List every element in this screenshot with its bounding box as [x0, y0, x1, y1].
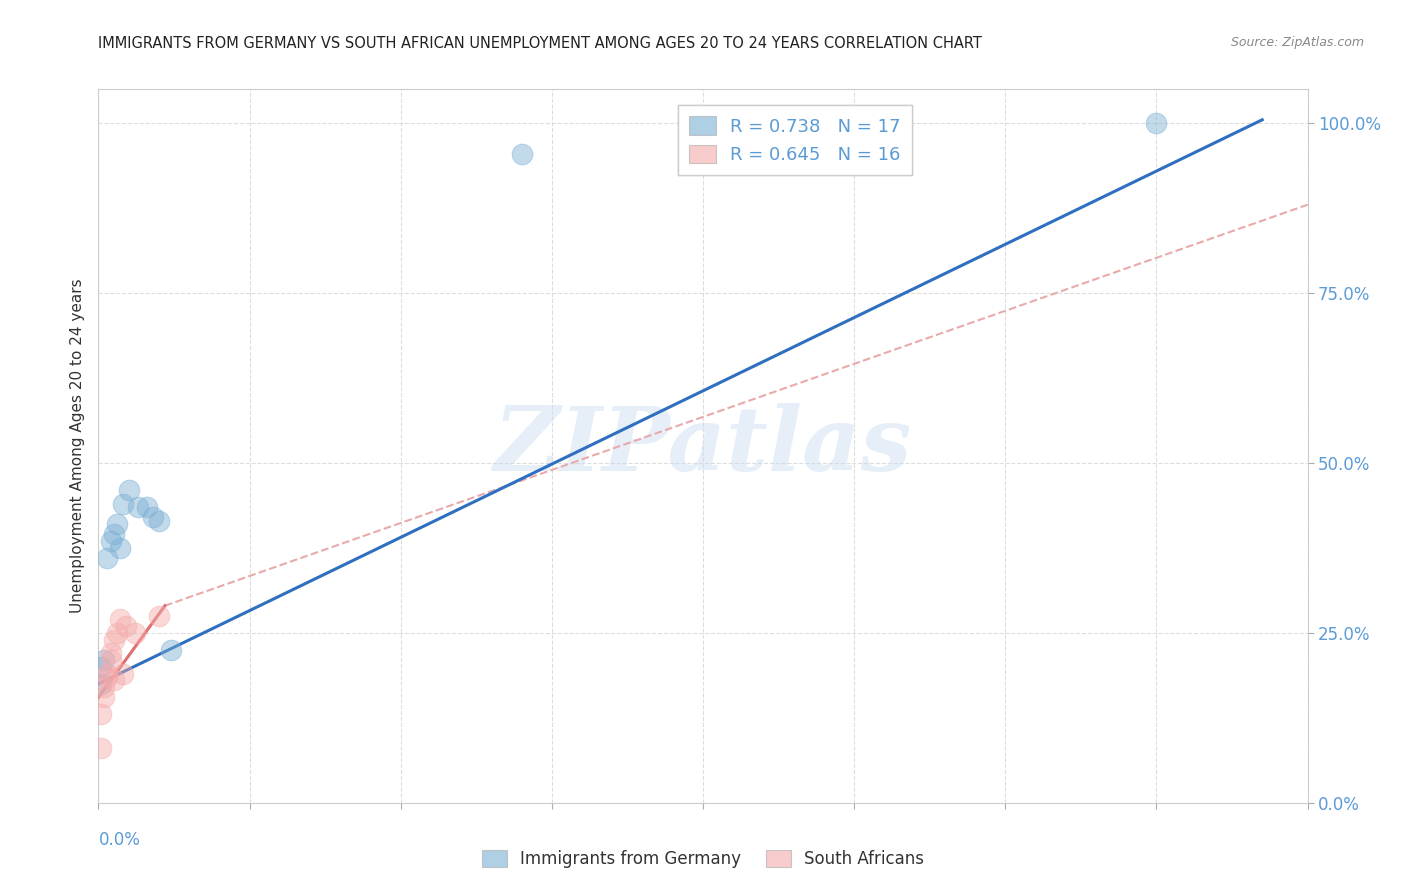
Point: [111, 666, 134, 681]
Text: ZIPatlas: ZIPatlas: [495, 403, 911, 489]
Point: [160, 643, 183, 657]
Point: [111, 497, 134, 511]
Point: [93, 653, 115, 667]
Point: [90, 741, 112, 756]
Point: [93, 690, 115, 705]
Point: [90, 660, 112, 674]
Point: [100, 534, 122, 549]
Point: [127, 500, 149, 515]
Point: [1144, 116, 1167, 130]
Point: [103, 673, 125, 688]
Text: Source: ZipAtlas.com: Source: ZipAtlas.com: [1230, 36, 1364, 49]
Point: [100, 646, 122, 660]
Point: [148, 514, 170, 528]
Point: [96, 551, 118, 566]
Point: [90, 677, 112, 691]
Legend: Immigrants from Germany, South Africans: Immigrants from Germany, South Africans: [475, 843, 931, 875]
Point: [100, 653, 122, 667]
Y-axis label: Unemployment Among Ages 20 to 24 years: Unemployment Among Ages 20 to 24 years: [69, 278, 84, 614]
Point: [510, 146, 533, 161]
Legend: R = 0.738   N = 17, R = 0.645   N = 16: R = 0.738 N = 17, R = 0.645 N = 16: [678, 105, 911, 175]
Point: [148, 608, 170, 623]
Point: [118, 483, 141, 498]
Point: [142, 510, 165, 524]
Point: [93, 680, 115, 694]
Text: 0.0%: 0.0%: [98, 831, 141, 849]
Point: [90, 707, 112, 722]
Text: IMMIGRANTS FROM GERMANY VS SOUTH AFRICAN UNEMPLOYMENT AMONG AGES 20 TO 24 YEARS : IMMIGRANTS FROM GERMANY VS SOUTH AFRICAN…: [98, 36, 983, 51]
Point: [105, 626, 128, 640]
Point: [108, 541, 131, 555]
Point: [96, 666, 118, 681]
Point: [135, 500, 157, 515]
Point: [103, 632, 125, 647]
Point: [96, 670, 118, 684]
Point: [108, 612, 131, 626]
Point: [105, 517, 128, 532]
Point: [114, 619, 136, 633]
Point: [103, 527, 125, 541]
Point: [124, 626, 146, 640]
